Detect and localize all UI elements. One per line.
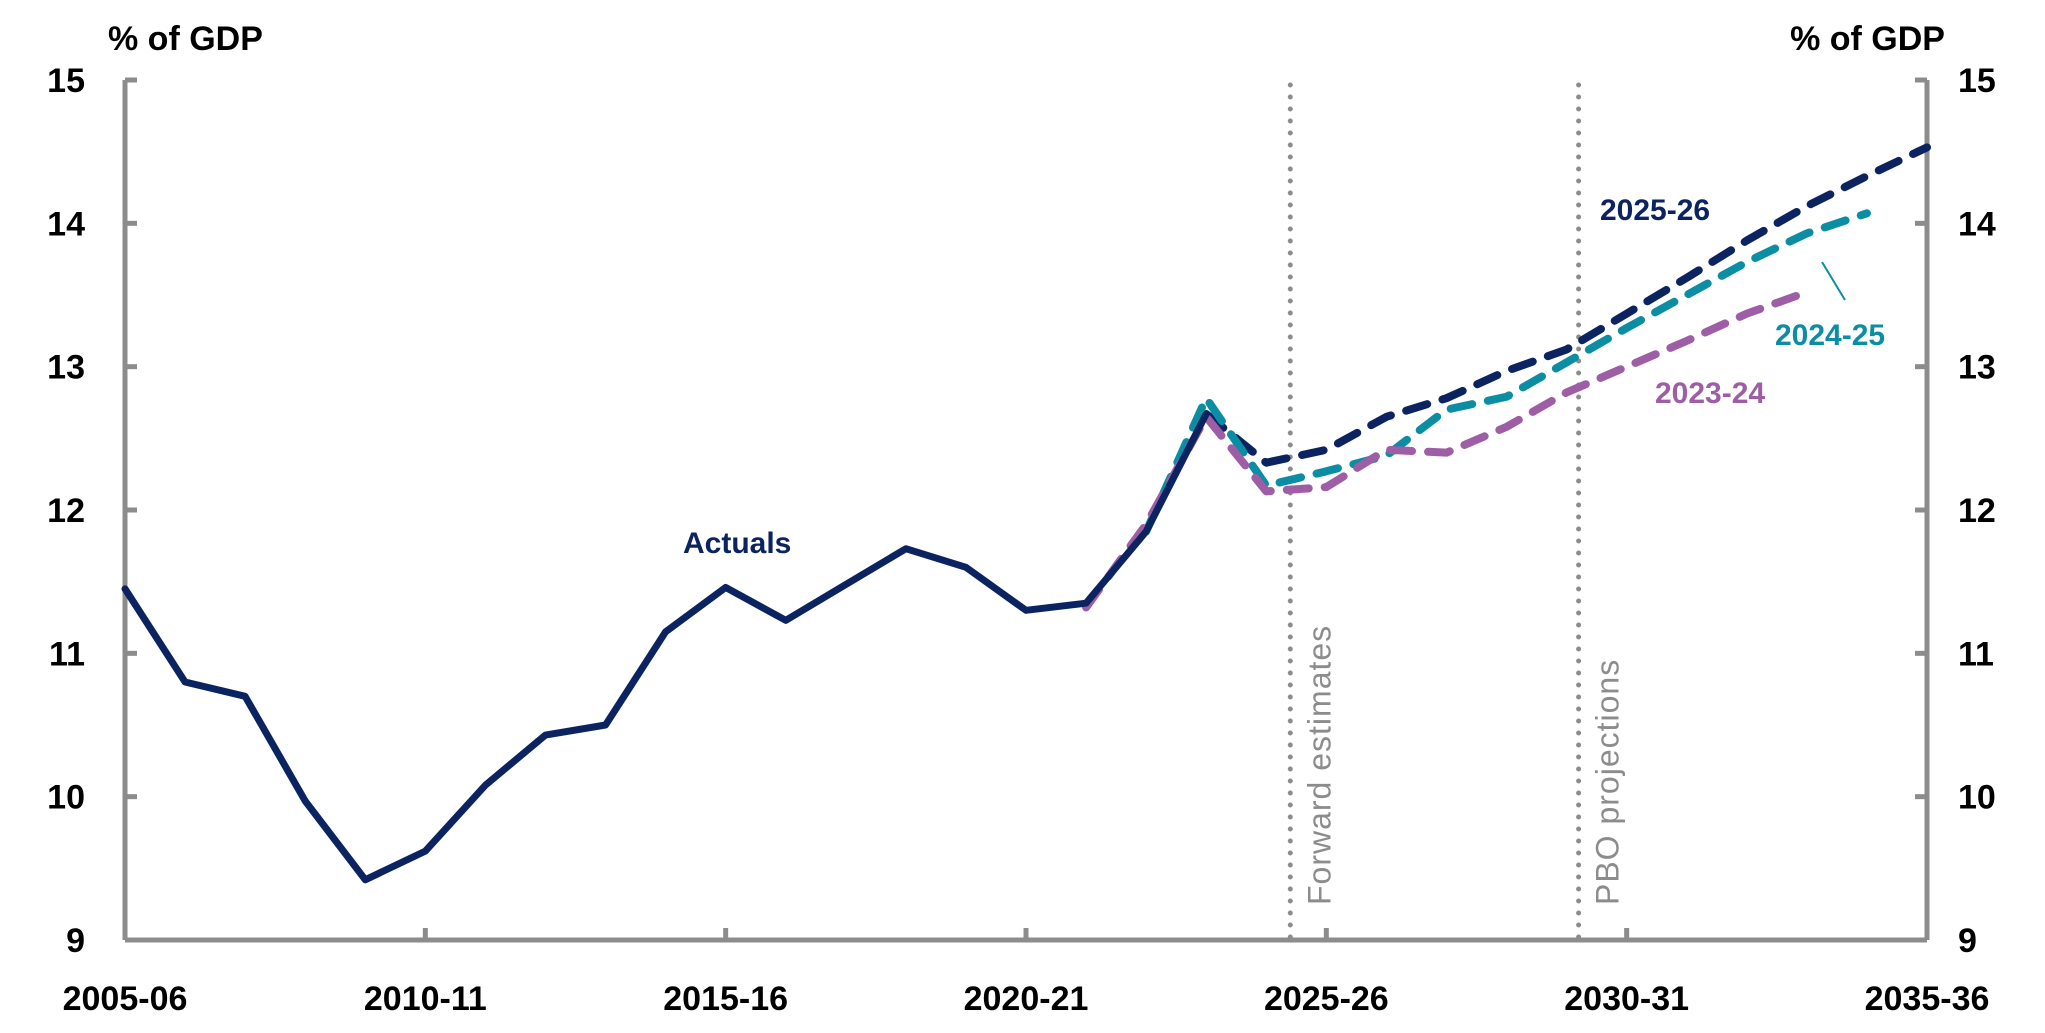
series-line-2025-26 [1202,143,1931,467]
x-tick-label: 2035-36 [1865,980,1990,1018]
series-line-actuals [121,410,1210,884]
label-2023-24: 2023-24 [1655,377,1765,410]
y-tick-label-right: 9 [1958,922,1977,960]
label-2024-25: 2024-25 [1775,319,1885,352]
y-tick-label-right: 15 [1958,62,1996,100]
reference-line-label: Forward estimates [1301,625,1337,905]
series-line-2024-25 [1142,209,1871,536]
y-tick-label-right: 10 [1958,779,1996,817]
label-actuals: Actuals [683,527,791,560]
x-tick-label: 2010-11 [364,980,487,1018]
y-tick-label-right: 13 [1958,349,1996,387]
y-tick-label-left: 15 [47,62,85,100]
y-tick-label-left: 13 [47,349,85,387]
x-tick-label: 2005-06 [63,980,188,1018]
y-tick-label-left: 12 [47,492,85,530]
y-tick-label-right: 12 [1958,492,1996,530]
series-line-2023-24 [1082,288,1811,612]
y-tick-label-left: 10 [47,779,85,817]
x-tick-label: 2030-31 [1564,980,1689,1018]
left-axis-unit: % of GDP [108,20,263,58]
x-tick-label: 2025-26 [1264,980,1389,1018]
y-tick-label-right: 11 [1958,635,1994,673]
label-2025-26: 2025-26 [1600,194,1710,227]
right-axis-unit: % of GDP [1790,20,1945,58]
y-tick-label-left: 9 [66,922,85,960]
x-tick-label: 2015-16 [663,980,788,1018]
reference-line-label: PBO projections [1590,659,1626,905]
y-tick-label-left: 14 [47,205,85,243]
x-tick-label: 2020-21 [964,980,1089,1018]
y-tick-label-right: 14 [1958,205,1996,243]
label-2024-25-leader [1821,261,1846,301]
y-tick-label-left: 11 [49,635,85,673]
